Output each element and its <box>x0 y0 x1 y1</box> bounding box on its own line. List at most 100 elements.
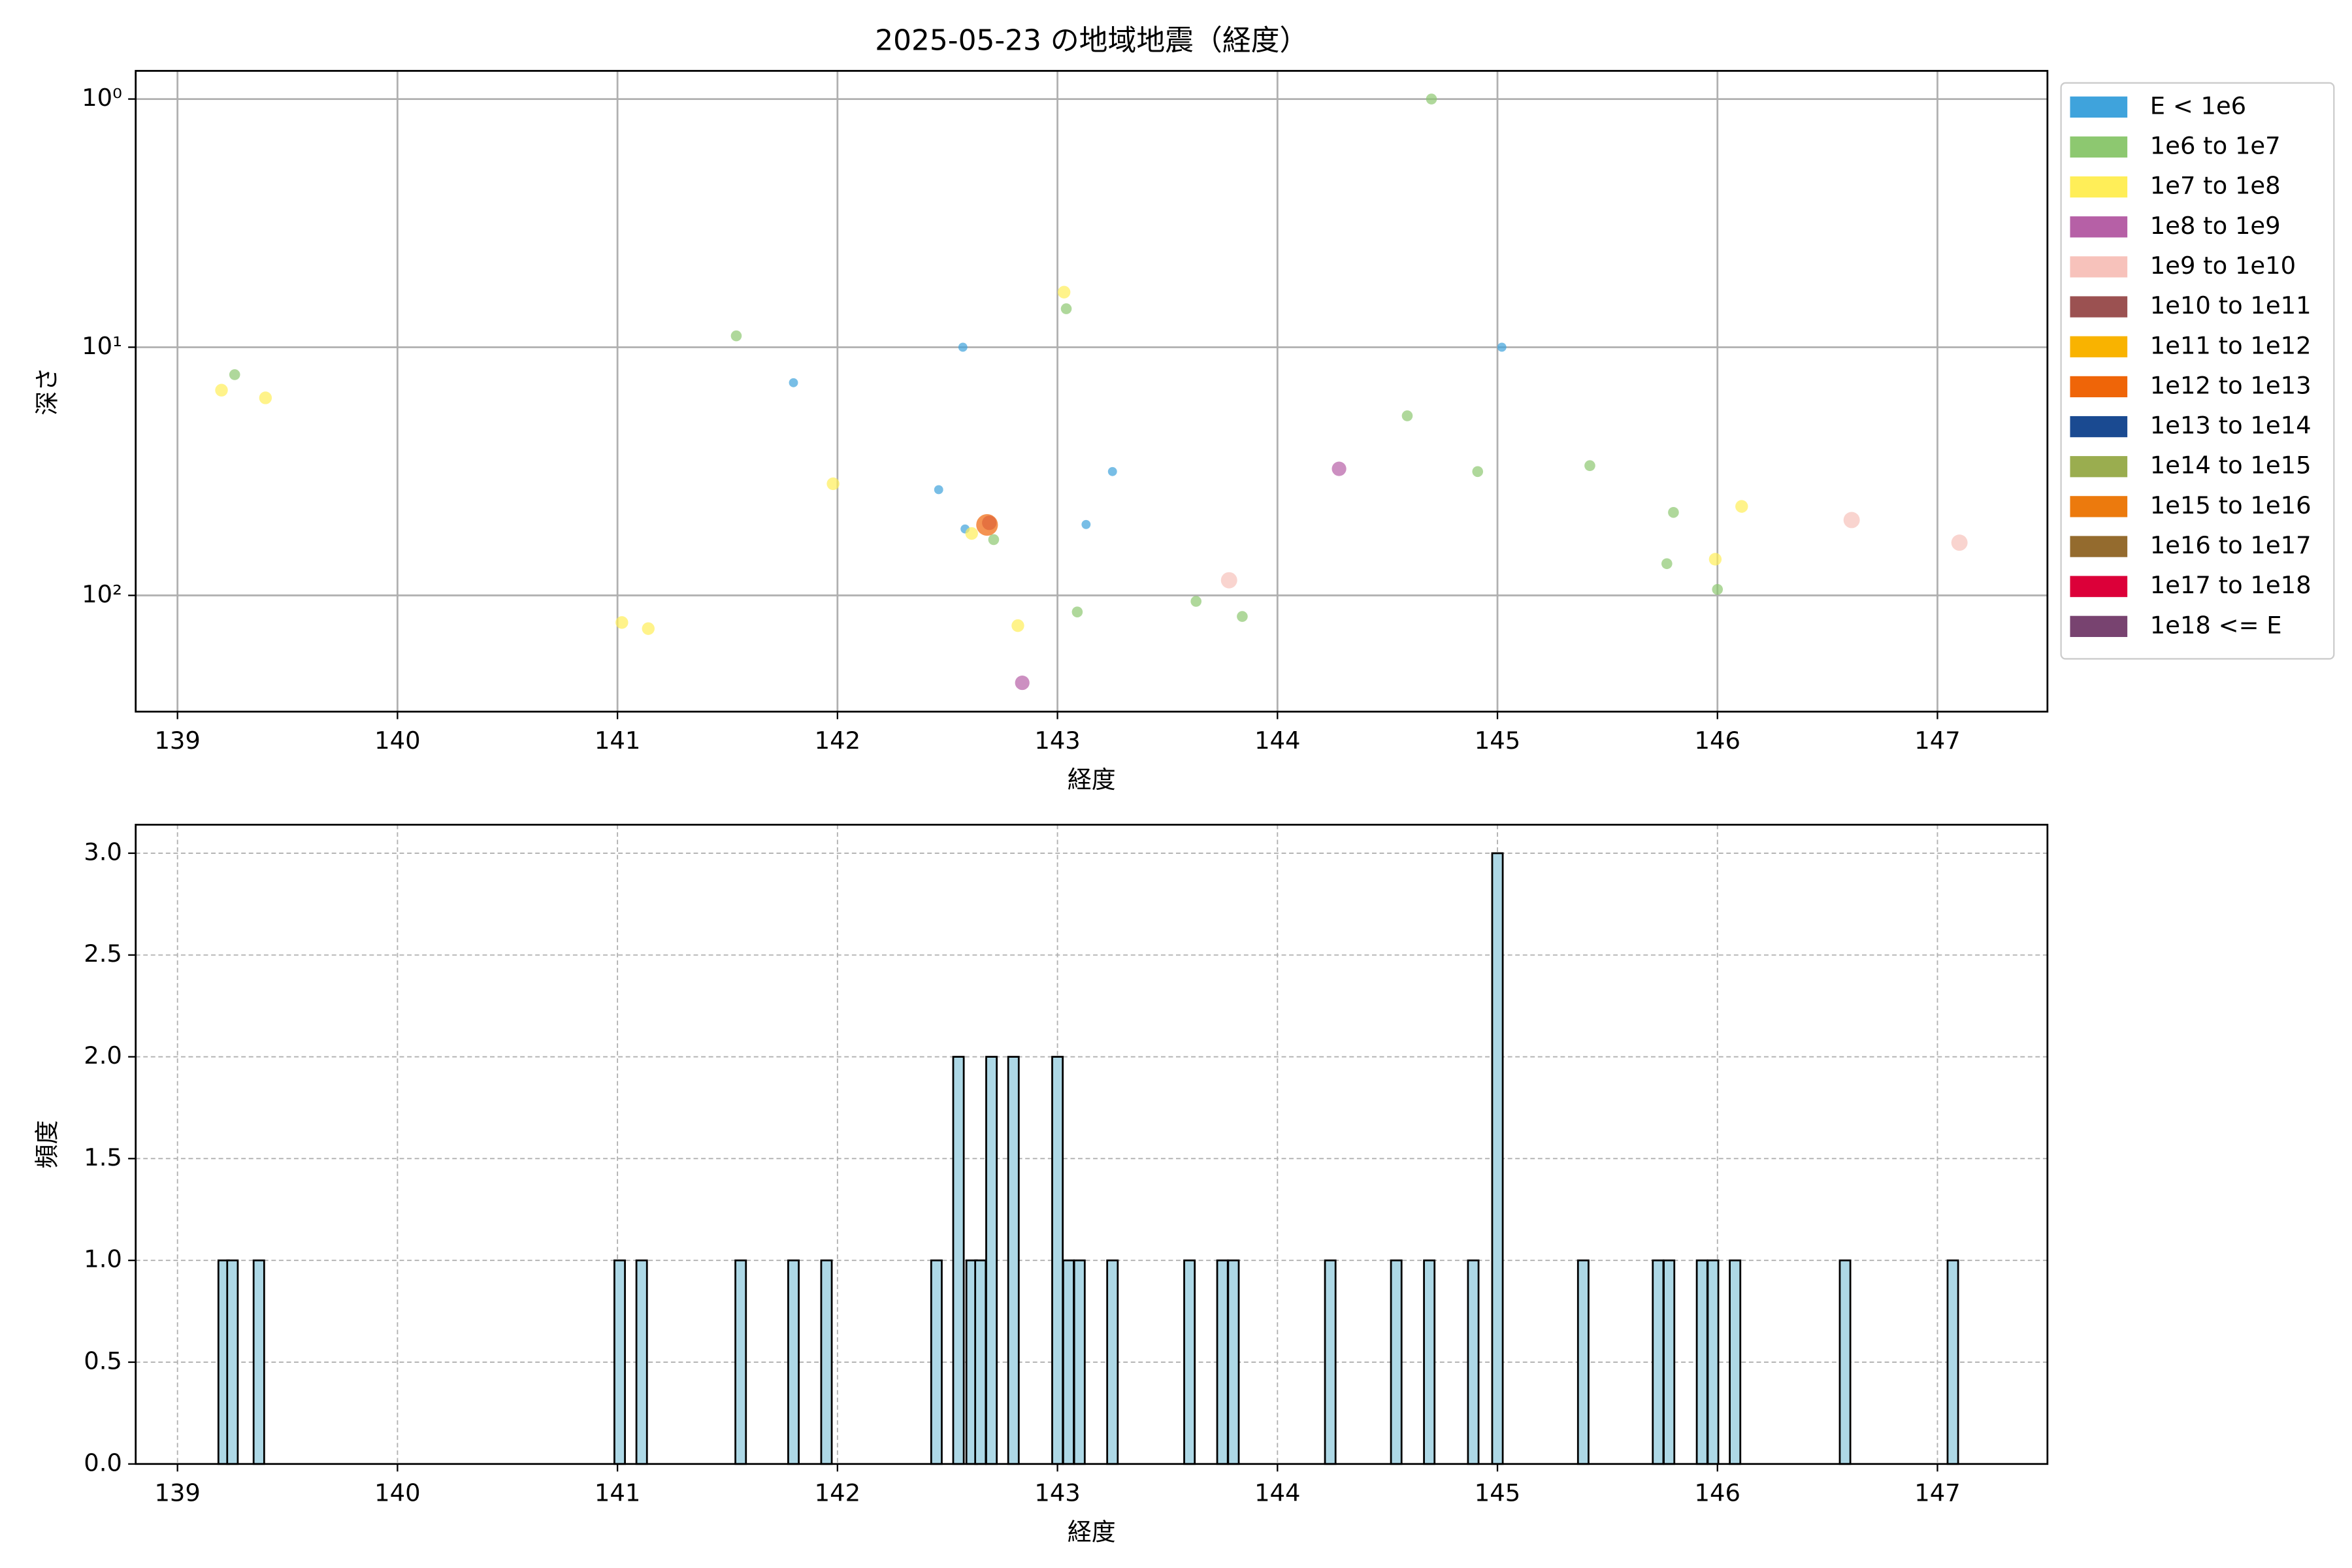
legend-label: 1e16 to 1e17 <box>2150 531 2311 559</box>
x-tick-label: 145 <box>1475 1478 1520 1507</box>
y-tick-label: 10⁰ <box>82 84 122 112</box>
data-point <box>1190 596 1202 607</box>
bar <box>1695 1259 1708 1465</box>
data-point <box>1951 534 1968 551</box>
x-tick-label: 140 <box>374 727 420 755</box>
data-point <box>1060 303 1072 314</box>
bar <box>820 1259 833 1465</box>
data-point <box>1661 558 1673 570</box>
y-tick-label: 2.0 <box>84 1041 122 1070</box>
data-point <box>215 384 228 397</box>
legend-swatch <box>2070 496 2128 517</box>
data-point <box>1401 410 1413 421</box>
y-tick-label: 3.0 <box>84 838 122 866</box>
legend-swatch <box>2070 416 2128 438</box>
bar <box>1062 1259 1075 1465</box>
x-tick-label: 147 <box>1914 727 1960 755</box>
bar <box>1227 1259 1240 1465</box>
data-point <box>615 616 629 629</box>
legend-swatch <box>2070 376 2128 398</box>
legend-swatch <box>2070 296 2128 318</box>
legend-label: 1e8 to 1e9 <box>2150 212 2281 240</box>
legend-label: 1e11 to 1e12 <box>2150 331 2311 359</box>
data-point <box>1071 606 1083 617</box>
y-axis-label: 深さ <box>33 367 61 416</box>
y-tick-label: 10² <box>82 580 122 608</box>
data-point <box>1472 466 1484 478</box>
y-tick-label: 2.5 <box>84 939 122 968</box>
data-point <box>965 527 978 540</box>
bar <box>1707 1259 1720 1465</box>
bar <box>985 1056 998 1465</box>
legend: E < 1e6 1e6 to 1e7 1e7 to 1e8 1e8 to 1e9 1e9… <box>2060 82 2335 660</box>
bar <box>1324 1259 1337 1465</box>
legend-swatch <box>2070 216 2128 238</box>
bar <box>930 1259 943 1465</box>
y-tick-label: 1.0 <box>84 1245 122 1273</box>
data-point <box>988 534 1000 546</box>
bar <box>1390 1259 1403 1465</box>
legend-swatch <box>2070 456 2128 478</box>
legend-swatch <box>2070 136 2128 158</box>
x-tick-label: 139 <box>154 1478 200 1507</box>
bar <box>1073 1259 1086 1465</box>
bar <box>1216 1259 1229 1465</box>
data-point <box>1735 500 1748 513</box>
legend-label: 1e6 to 1e7 <box>2150 132 2281 160</box>
plot-frame <box>135 823 2049 1465</box>
x-tick-label: 146 <box>1695 727 1740 755</box>
bar <box>252 1259 265 1465</box>
data-point <box>1668 506 1679 518</box>
legend-label: 1e12 to 1e13 <box>2150 371 2311 399</box>
legend-frame <box>2060 82 2335 660</box>
bar <box>226 1259 239 1465</box>
y-tick-label: 0.5 <box>84 1347 122 1375</box>
y-axis-label: 頻度 <box>33 1120 61 1169</box>
data-point <box>1584 460 1595 472</box>
x-axis-label: 経度 <box>1068 766 1116 794</box>
data-point <box>1237 611 1248 622</box>
x-tick-label: 141 <box>595 1478 640 1507</box>
x-tick-label: 146 <box>1695 1478 1740 1507</box>
data-point <box>1057 286 1071 299</box>
bar <box>1183 1259 1196 1465</box>
data-point <box>259 391 272 404</box>
bar <box>1423 1259 1436 1465</box>
bar <box>613 1259 626 1465</box>
data-point <box>1426 93 1437 105</box>
legend-label: 1e14 to 1e15 <box>2150 451 2311 480</box>
x-tick-label: 141 <box>595 727 640 755</box>
bar <box>1652 1259 1665 1465</box>
x-axis-label: 経度 <box>1068 1518 1116 1546</box>
chart-title: 2025-05-23 の地域地震（経度） <box>875 24 1308 57</box>
data-point <box>1843 512 1860 529</box>
x-tick-label: 144 <box>1254 1478 1300 1507</box>
data-point <box>826 477 840 491</box>
data-point <box>730 330 742 342</box>
data-point <box>1081 519 1091 529</box>
bar <box>787 1259 800 1465</box>
x-tick-label: 144 <box>1254 727 1300 755</box>
data-point <box>1331 461 1347 476</box>
x-tick-label: 143 <box>1034 727 1080 755</box>
legend-label: 1e18 <= E <box>2150 611 2282 639</box>
bar <box>1106 1259 1119 1465</box>
bar <box>1051 1056 1064 1465</box>
bar <box>1838 1259 1852 1465</box>
plot-frame <box>135 70 2049 713</box>
legend-swatch <box>2070 96 2128 118</box>
bar <box>734 1259 747 1465</box>
bar <box>974 1259 987 1465</box>
data-point <box>1011 619 1024 632</box>
data-point <box>1708 553 1722 566</box>
data-point <box>229 369 240 380</box>
legend-swatch <box>2070 615 2128 637</box>
data-point <box>1712 583 1723 595</box>
data-point <box>642 622 655 635</box>
bar <box>1576 1259 1590 1465</box>
x-tick-label: 140 <box>374 1478 420 1507</box>
bar <box>1729 1259 1742 1465</box>
bar <box>1663 1259 1676 1465</box>
